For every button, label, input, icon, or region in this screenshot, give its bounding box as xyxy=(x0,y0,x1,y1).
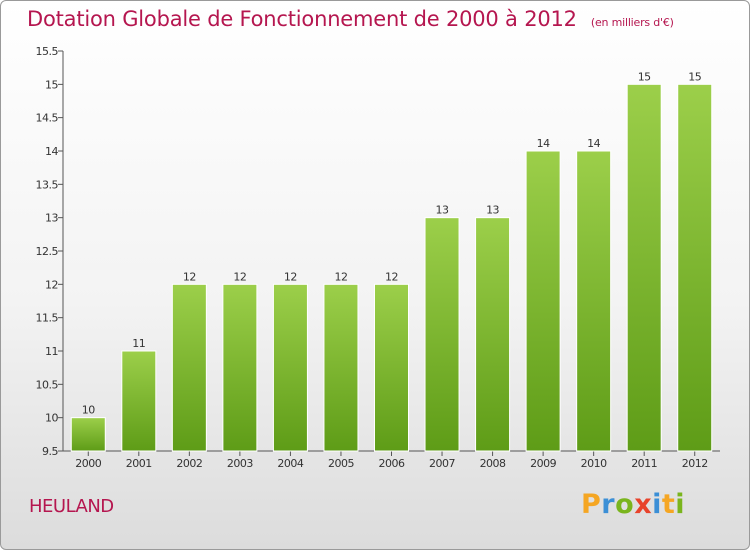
y-tick-label: 12 xyxy=(45,278,58,291)
x-tick-label: 2011 xyxy=(631,457,657,470)
bar-2007 xyxy=(424,217,460,452)
logo-letter: o xyxy=(615,489,635,520)
x-tick-label: 2005 xyxy=(328,457,354,470)
data-label: 12 xyxy=(183,270,196,283)
data-label: 12 xyxy=(334,270,347,283)
bar-2012 xyxy=(677,83,713,452)
x-tick-label: 2007 xyxy=(429,457,455,470)
data-label: 11 xyxy=(132,337,145,350)
bar-2000 xyxy=(70,417,106,452)
y-tick-label: 11 xyxy=(45,345,58,358)
title-text: Dotation Globale de Fonctionnement de 20… xyxy=(27,7,577,31)
bar-2006 xyxy=(374,283,409,452)
chart-title: Dotation Globale de Fonctionnement de 20… xyxy=(27,7,674,31)
y-tick-label: 15.5 xyxy=(36,45,59,58)
bar-2001 xyxy=(121,350,157,452)
x-tick-label: 2006 xyxy=(379,457,405,470)
bar-2009 xyxy=(525,150,561,452)
data-label: 10 xyxy=(82,404,95,417)
bar-2011 xyxy=(626,83,662,452)
x-tick-label: 2000 xyxy=(75,457,101,470)
y-tick-label: 12.5 xyxy=(36,245,59,258)
y-tick-label: 11.5 xyxy=(36,312,59,325)
x-tick-label: 2008 xyxy=(480,457,506,470)
x-tick-label: 2002 xyxy=(176,457,202,470)
data-label: 14 xyxy=(587,137,600,150)
x-tick-label: 2010 xyxy=(581,457,607,470)
data-label: 14 xyxy=(537,137,550,150)
bar-2008 xyxy=(475,217,511,452)
y-tick-label: 9.5 xyxy=(42,445,58,458)
data-label: 15 xyxy=(688,70,701,83)
data-label: 12 xyxy=(284,270,297,283)
bar-2004 xyxy=(272,283,308,452)
data-label: 13 xyxy=(486,204,499,217)
y-tick-label: 14.5 xyxy=(36,112,59,125)
logo-letter: i xyxy=(675,489,686,520)
logo-letter: i xyxy=(652,489,662,520)
unit-label: (en milliers d'€) xyxy=(590,16,674,29)
data-label: 15 xyxy=(638,70,651,83)
x-tick-label: 2012 xyxy=(682,457,708,470)
logo-letter: P xyxy=(581,489,602,520)
y-tick-label: 14 xyxy=(45,145,58,158)
bars: 10 11 12 12 12 12 12 13 13 14 14 15 15 xyxy=(70,70,713,452)
x-tick-label: 2004 xyxy=(277,457,303,470)
commune-name: HEULAND xyxy=(29,496,114,517)
x-tick-label: 2009 xyxy=(530,457,556,470)
bar-2010 xyxy=(576,150,612,452)
data-label: 13 xyxy=(436,204,449,217)
axes: 9.5 10 10.5 11 11.5 12 12.5 13 13.5 14 14.5 15 15.5 2… xyxy=(36,45,720,470)
y-tick-label: 13 xyxy=(45,212,58,225)
x-tick-label: 2003 xyxy=(227,457,253,470)
data-label: 12 xyxy=(233,270,246,283)
x-tick-label: 2001 xyxy=(126,457,152,470)
logo-letter: r xyxy=(601,489,616,520)
y-tick-label: 10.5 xyxy=(36,378,59,391)
y-tick-label: 10 xyxy=(45,412,58,425)
logo-letter: x xyxy=(634,489,653,520)
y-tick-label: 13.5 xyxy=(36,178,59,191)
data-label: 12 xyxy=(385,270,398,283)
logo-letter: t xyxy=(661,489,676,520)
proxiti-logo: Proxiti xyxy=(581,489,685,520)
bar-2002 xyxy=(171,283,207,452)
bar-2005 xyxy=(323,283,359,452)
y-tick-label: 15 xyxy=(45,78,58,91)
bar-2003 xyxy=(222,283,258,452)
